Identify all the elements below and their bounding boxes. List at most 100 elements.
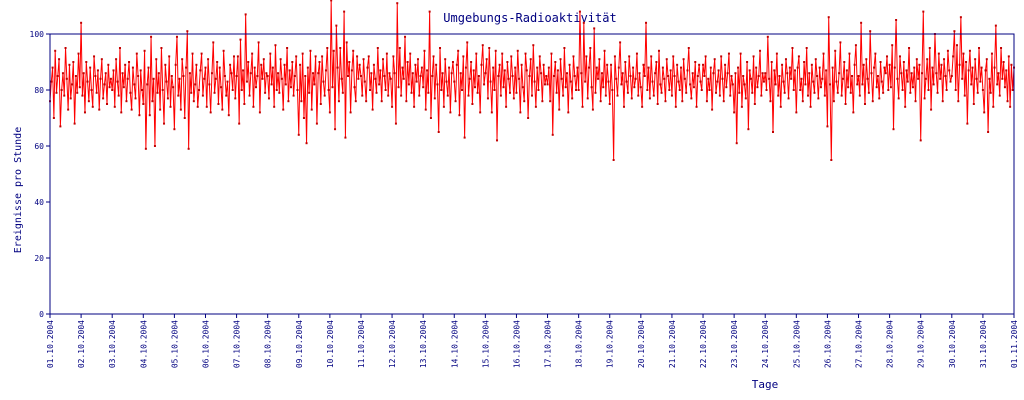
data-point: [471, 103, 474, 105]
data-point: [463, 136, 466, 139]
data-point: [914, 100, 917, 103]
data-point: [786, 72, 789, 75]
data-point: [165, 80, 168, 83]
data-point: [489, 80, 492, 83]
data-point: [473, 86, 476, 89]
data-point: [683, 77, 686, 80]
data-point: [712, 72, 715, 75]
data-point: [922, 10, 925, 13]
x-tick-label: 24.10.2004: [761, 320, 770, 368]
data-point: [963, 94, 966, 97]
data-point: [797, 55, 800, 58]
data-point: [831, 66, 834, 69]
data-point: [682, 58, 685, 61]
data-point: [962, 52, 965, 55]
x-tick-label: 01.11.2004: [1010, 320, 1019, 368]
data-point: [1001, 77, 1004, 80]
data-point: [94, 75, 97, 77]
data-point: [1005, 69, 1008, 72]
data-point: [822, 52, 825, 55]
data-point: [385, 52, 388, 55]
data-point: [288, 69, 291, 72]
data-point: [424, 108, 427, 111]
x-tick-label: 07.10.2004: [233, 320, 242, 368]
data-point: [238, 122, 241, 125]
data-point: [924, 77, 927, 80]
data-point: [598, 58, 601, 61]
data-point: [556, 69, 559, 72]
data-point: [911, 86, 914, 89]
data-point: [191, 52, 194, 55]
data-point: [664, 100, 667, 103]
data-point: [300, 100, 303, 103]
data-point: [429, 117, 432, 119]
data-point: [270, 83, 273, 86]
data-point: [352, 49, 355, 52]
data-point: [525, 69, 528, 72]
data-point: [918, 63, 921, 66]
data-point: [1000, 47, 1003, 49]
data-point: [622, 105, 625, 108]
data-point: [477, 75, 480, 77]
data-point: [415, 80, 418, 83]
data-point: [83, 111, 86, 114]
data-point: [306, 66, 309, 69]
x-tick-label: 01.10.2004: [46, 320, 55, 368]
data-point: [428, 10, 431, 13]
data-point: [55, 91, 58, 94]
data-point: [737, 66, 740, 69]
data-point: [768, 77, 771, 80]
data-point: [812, 80, 815, 83]
data-point: [862, 63, 865, 66]
data-point: [931, 66, 934, 69]
data-point: [937, 52, 940, 55]
data-point: [610, 63, 613, 66]
data-point: [446, 94, 449, 97]
data-point: [625, 80, 628, 83]
data-point: [667, 75, 670, 77]
x-tick-label: 28.10.2004: [886, 320, 895, 368]
data-point: [118, 47, 121, 49]
data-point: [192, 100, 195, 103]
data-point: [936, 91, 939, 94]
data-point: [440, 89, 443, 91]
x-tick-label: 30.10.2004: [948, 320, 957, 368]
data-point: [99, 77, 102, 80]
data-point: [656, 103, 659, 105]
data-point: [287, 100, 290, 103]
data-point: [321, 55, 324, 58]
data-point: [396, 2, 399, 5]
data-point: [584, 80, 587, 83]
x-tick-label: 31.10.2004: [979, 320, 988, 368]
data-point: [825, 69, 828, 72]
data-point: [365, 100, 368, 103]
data-point: [328, 111, 331, 114]
data-point: [1003, 86, 1006, 89]
data-point: [716, 80, 719, 83]
data-point: [376, 47, 379, 49]
data-point: [410, 91, 413, 94]
data-point: [318, 61, 321, 63]
data-point: [265, 72, 268, 75]
data-point: [248, 94, 251, 97]
data-point: [486, 97, 489, 100]
data-point: [175, 35, 178, 38]
data-point: [305, 142, 308, 145]
data-point: [678, 89, 681, 91]
data-point: [900, 72, 903, 75]
data-point: [538, 55, 541, 58]
data-point: [952, 55, 955, 58]
data-point: [89, 66, 92, 69]
data-point: [327, 89, 330, 91]
data-point: [838, 72, 841, 75]
data-point: [804, 83, 807, 86]
data-point: [356, 55, 359, 58]
data-point: [151, 100, 154, 103]
data-point: [879, 61, 882, 63]
data-point: [58, 58, 61, 61]
data-point: [749, 77, 752, 80]
data-point: [344, 136, 347, 139]
data-point: [983, 111, 986, 114]
data-point: [586, 97, 589, 100]
